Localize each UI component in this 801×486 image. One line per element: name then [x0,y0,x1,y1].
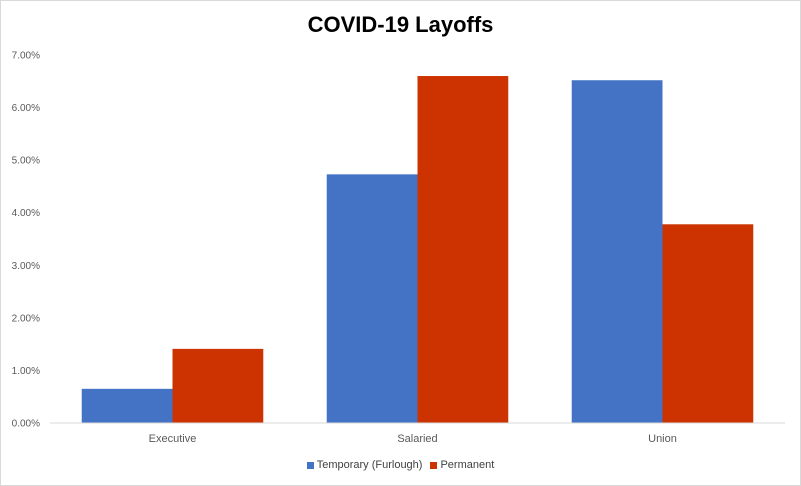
y-tick-label: 7.00% [12,51,40,62]
x-axis: Executive Salaried Union [149,433,677,445]
legend-swatch-permanent [430,461,438,469]
bar-permanent-executive [172,348,264,423]
y-tick-label: 2.00% [12,313,40,324]
x-tick-label: Executive [149,433,197,445]
x-tick-label: Union [648,433,677,445]
y-tick-label: 3.00% [12,261,40,272]
bars-group [81,76,754,424]
bar-temporary-furlough-executive [81,388,173,423]
chart-title: COVID-19 Layoffs [307,12,494,37]
legend: Temporary (Furlough) Permanent [0,459,801,471]
legend-label-permanent: Permanent [440,459,495,471]
x-tick-label: Salaried [397,433,437,445]
bar-temporary-furlough-salaried [326,174,418,423]
legend-item-permanent: Permanent [430,459,494,471]
legend-label-temporary: Temporary (Furlough) [316,459,423,471]
y-axis: 0.00% 1.00% 2.00% 3.00% 4.00% 5.00% 6.00% 7.00% [12,51,40,430]
bar-permanent-salaried [417,76,509,424]
y-tick-label: 5.00% [12,156,40,167]
bar-temporary-furlough-union [571,80,663,423]
y-tick-label: 0.00% [12,419,40,430]
y-tick-label: 1.00% [12,366,40,377]
legend-item-temporary: Temporary (Furlough) [306,459,423,471]
bar-permanent-union [662,224,754,423]
legend-swatch-temporary [306,461,314,469]
y-tick-label: 4.00% [12,208,40,219]
y-tick-label: 6.00% [12,103,40,114]
